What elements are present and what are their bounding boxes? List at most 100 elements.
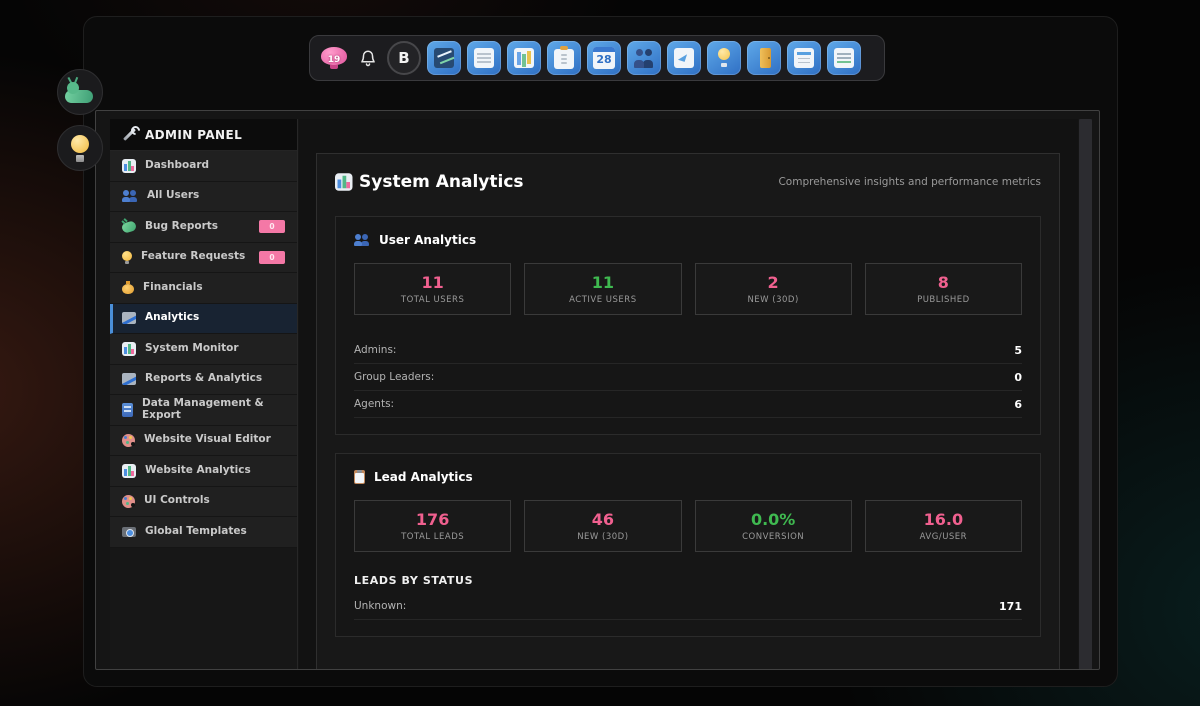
lead-analytics-card: Lead Analytics 176 TOTAL LEADS 46 NEW (3… [335, 453, 1041, 637]
sidebar-item-label: System Monitor [145, 341, 239, 354]
wrench-icon [122, 128, 136, 141]
stat-label: NEW (30D) [577, 532, 629, 542]
sidebar-item-financials[interactable]: Financials [110, 273, 297, 304]
lead-stats-row: 176 TOTAL LEADS 46 NEW (30D) 0.0% CONVER… [354, 500, 1022, 552]
table-row: Agents: 6 [354, 391, 1022, 418]
row-label: Unknown: [354, 600, 407, 612]
page-title: System Analytics [335, 172, 524, 192]
sidebar-item-label: Feature Requests [141, 250, 246, 263]
stat-value: 11 [591, 273, 614, 292]
stat-total-leads: 176 TOTAL LEADS [354, 500, 512, 552]
row-value: 171 [999, 599, 1022, 613]
scrollbar-thumb[interactable] [1079, 119, 1092, 669]
row-value: 0 [1014, 370, 1022, 384]
app-icon-notes[interactable] [467, 41, 501, 75]
sidebar-item-label: Dashboard [145, 158, 210, 171]
notification-bubble-icon: 19 [321, 47, 347, 69]
sidebar-item-label: Bug Reports [145, 219, 219, 232]
stat-label: TOTAL USERS [400, 295, 465, 305]
main-content: System Analytics Comprehensive insights … [299, 119, 1078, 669]
sidebar-item-global-templates[interactable]: Global Templates [110, 517, 297, 548]
sidebar-item-label: Data Management & Export [142, 397, 264, 421]
card-title: Lead Analytics [354, 470, 1022, 484]
table-row: Group Leaders: 0 [354, 364, 1022, 391]
bar-chart-icon [122, 463, 136, 478]
lightbulb-icon [122, 250, 132, 264]
lightbulb-button[interactable] [57, 125, 103, 171]
top-toolbar: 19 B 28 [309, 35, 885, 81]
panel-header: System Analytics Comprehensive insights … [335, 172, 1041, 192]
bar-chart-icon [335, 173, 353, 191]
bar-chart-icon [122, 158, 136, 173]
sidebar-item-bug-reports[interactable]: Bug Reports 0 [110, 212, 297, 243]
sidebar-item-analytics[interactable]: Analytics [110, 303, 297, 334]
system-analytics-panel: System Analytics Comprehensive insights … [316, 153, 1060, 669]
feature-requests-badge: 0 [259, 250, 285, 264]
app-icon-door-exit[interactable] [747, 41, 781, 75]
app-icon-kanban[interactable] [507, 41, 541, 75]
row-label: Group Leaders: [354, 371, 435, 383]
content-scrollbar[interactable] [1079, 119, 1092, 669]
stat-avg-user: 16.0 AVG/USER [864, 500, 1022, 552]
sidebar-item-website-analytics[interactable]: Website Analytics [110, 456, 297, 487]
sidebar-item-label: All Users [147, 189, 200, 202]
app-icon-family[interactable] [627, 41, 661, 75]
user-analytics-card: User Analytics 11 TOTAL USERS 11 ACTIVE … [335, 216, 1041, 435]
sidebar-item-dashboard[interactable]: Dashboard [110, 151, 297, 182]
stat-active-users: 11 ACTIVE USERS [524, 263, 682, 315]
card-title-text: User Analytics [379, 233, 477, 247]
palette-icon [122, 433, 135, 447]
stat-value: 16.0 [923, 510, 964, 529]
sidebar-item-label: Analytics [145, 311, 200, 324]
stat-conversion: 0.0% CONVERSION [694, 500, 852, 552]
table-row: Admins: 5 [354, 337, 1022, 364]
bar-chart-icon [122, 341, 136, 356]
bug-icon [120, 220, 138, 234]
lightbulb-icon [70, 134, 90, 162]
sidebar-item-feature-requests[interactable]: Feature Requests 0 [110, 242, 297, 273]
app-icon-clipboard[interactable] [547, 41, 581, 75]
sidebar-item-system-monitor[interactable]: System Monitor [110, 334, 297, 365]
sidebar-item-reports-analytics[interactable]: Reports & Analytics [110, 364, 297, 395]
page-title-text: System Analytics [359, 172, 524, 192]
user-breakdown-rows: Admins: 5 Group Leaders: 0 Agents: 6 [354, 337, 1022, 418]
stat-label: CONVERSION [742, 532, 805, 542]
sidebar-item-website-visual-editor[interactable]: Website Visual Editor [110, 425, 297, 456]
sidebar-item-label: Website Analytics [145, 463, 251, 476]
leads-by-status: LEADS BY STATUS Unknown: 171 [354, 574, 1022, 620]
profile-button[interactable]: B [387, 41, 421, 75]
sidebar-item-label: Global Templates [145, 524, 247, 537]
sidebar-item-data-management[interactable]: Data Management & Export [110, 395, 297, 426]
server-icon [122, 402, 133, 417]
bug-reports-badge: 0 [259, 220, 285, 234]
stat-label: PUBLISHED [917, 295, 970, 305]
users-icon [122, 190, 138, 203]
bell-button[interactable] [355, 41, 381, 75]
sidebar-item-ui-controls[interactable]: UI Controls [110, 486, 297, 517]
row-value: 6 [1014, 397, 1022, 411]
app-icon-ideas[interactable] [707, 41, 741, 75]
caterpillar-button[interactable] [57, 69, 103, 115]
stat-label: NEW (30D) [747, 295, 799, 305]
page-subtitle: Comprehensive insights and performance m… [778, 176, 1041, 188]
caterpillar-icon [65, 76, 95, 103]
sidebar-header: ADMIN PANEL [110, 119, 297, 151]
app-icon-calendar[interactable]: 28 [587, 41, 621, 75]
stat-value: 176 [415, 510, 450, 529]
sidebar-item-all-users[interactable]: All Users [110, 181, 297, 212]
stat-published: 8 PUBLISHED [864, 263, 1022, 315]
app-icon-report[interactable] [787, 41, 821, 75]
sidebar-item-label: Website Visual Editor [144, 433, 271, 446]
app-icon-receipt[interactable] [827, 41, 861, 75]
stat-value: 46 [591, 510, 614, 529]
sidebar-item-label: Financials [143, 280, 203, 293]
card-title: User Analytics [354, 233, 1022, 247]
section-title: LEADS BY STATUS [354, 574, 474, 587]
money-bag-icon [122, 281, 134, 295]
app-icon-mail[interactable] [667, 41, 701, 75]
notification-button[interactable]: 19 [319, 41, 349, 75]
app-icon-analytics-dashboard[interactable] [427, 41, 461, 75]
stat-new-30d: 2 NEW (30D) [694, 263, 852, 315]
sidebar: ADMIN PANEL Dashboard All Users Bug Repo… [110, 119, 298, 669]
stat-value: 2 [767, 273, 779, 292]
